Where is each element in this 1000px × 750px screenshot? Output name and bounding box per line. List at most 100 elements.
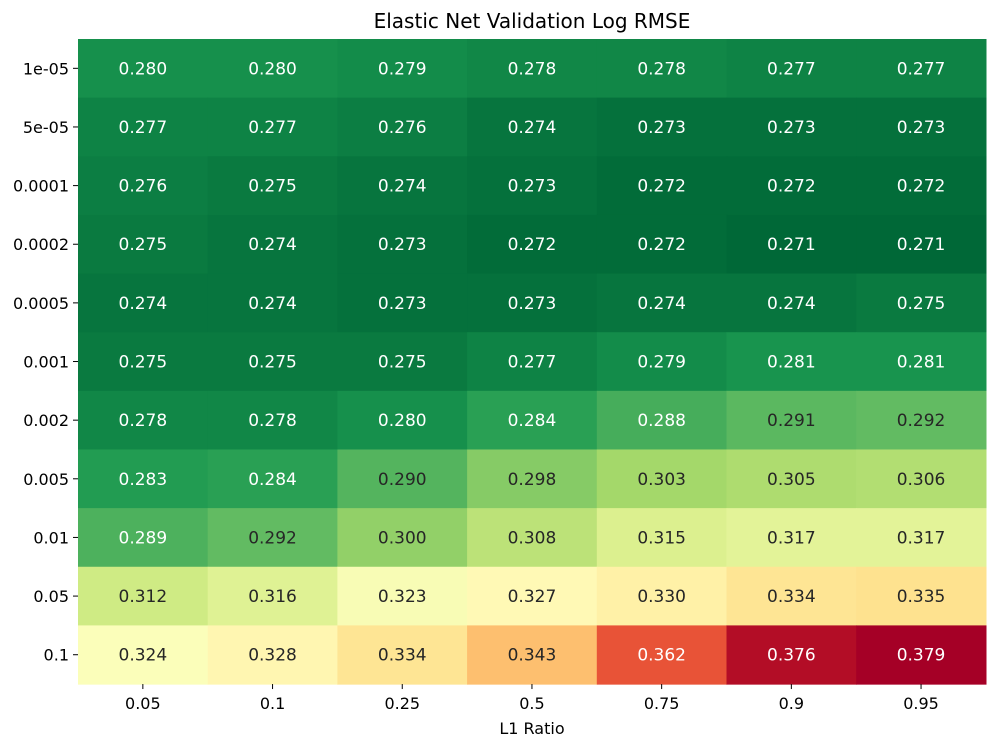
heatmap-cell	[726, 97, 857, 157]
heatmap-cell	[856, 390, 987, 451]
heatmap-cell	[856, 156, 987, 216]
cell-value-label: 0.277	[897, 59, 946, 79]
cell-value-label: 0.316	[248, 587, 297, 607]
heatmap-cell	[207, 508, 338, 568]
cell-value-label: 0.290	[378, 470, 427, 490]
cell-value-label: 0.272	[637, 177, 686, 197]
heatmap-cell	[78, 273, 209, 333]
x-tick-label: 0.75	[644, 694, 680, 713]
heatmap-cell	[207, 39, 338, 99]
cell-value-label: 0.275	[378, 353, 427, 373]
cell-value-label: 0.306	[897, 470, 946, 490]
heatmap-cell	[467, 508, 598, 568]
heatmap-cell	[207, 449, 338, 509]
heatmap-cell	[337, 449, 468, 509]
x-tick-label: 0.05	[125, 694, 161, 713]
cell-value-label: 0.277	[119, 118, 168, 138]
cell-value-label: 0.273	[508, 294, 557, 314]
y-tick-label: 0.005	[23, 470, 69, 489]
heatmap-cell	[856, 332, 987, 392]
y-tick-label: 0.001	[23, 353, 69, 372]
cell-value-label: 0.274	[508, 118, 557, 138]
cell-value-label: 0.273	[508, 177, 557, 197]
y-tick-label: 0.0001	[13, 177, 69, 196]
y-axis-ticks: 1e-05 5e-05 0.0001 0.0002 0.0005 0.001 0.002 0.…	[13, 59, 78, 665]
heatmap-cell	[467, 390, 598, 451]
x-tick-label: 0.5	[519, 694, 544, 713]
cell-value-label: 0.277	[508, 353, 557, 373]
cell-value-label: 0.273	[378, 294, 427, 314]
heatmap-cells: 0.280 0.280 0.279 0.278 0.278 0.277 0.277 0.277…	[78, 39, 987, 685]
heatmap-cell	[596, 508, 728, 568]
cell-value-label: 0.273	[637, 118, 686, 138]
y-tick-label: 5e-05	[23, 118, 69, 137]
cell-value-label: 0.278	[248, 411, 297, 431]
heatmap-cell	[467, 625, 598, 685]
cell-value-label: 0.274	[248, 235, 297, 255]
cell-value-label: 0.272	[637, 235, 686, 255]
heatmap-cell	[78, 214, 209, 275]
cell-value-label: 0.276	[378, 118, 427, 138]
cell-value-label: 0.335	[897, 587, 946, 607]
cell-value-label: 0.276	[119, 177, 168, 197]
heatmap-cell	[78, 156, 209, 216]
cell-value-label: 0.303	[637, 470, 686, 490]
heatmap-cell	[78, 39, 209, 99]
x-tick-label: 0.95	[903, 694, 939, 713]
cell-value-label: 0.284	[508, 411, 557, 431]
heatmap-cell	[78, 390, 209, 451]
heatmap-cell	[78, 566, 209, 626]
cell-value-label: 0.275	[119, 353, 168, 373]
heatmap-cell	[207, 156, 338, 216]
heatmap-cell	[337, 332, 468, 392]
cell-value-label: 0.278	[119, 411, 168, 431]
heatmap-cell	[596, 449, 728, 509]
y-tick-label: 0.0002	[13, 235, 69, 254]
cell-value-label: 0.284	[248, 470, 297, 490]
cell-value-label: 0.271	[897, 235, 946, 255]
cell-value-label: 0.362	[637, 646, 686, 666]
heatmap-cell	[856, 39, 987, 99]
cell-value-label: 0.300	[378, 528, 427, 548]
heatmap-cell	[596, 625, 728, 685]
heatmap-cell	[856, 97, 987, 157]
heatmap-cell	[78, 97, 209, 157]
heatmap-cell	[467, 214, 598, 275]
heatmap-cell	[467, 156, 598, 216]
cell-value-label: 0.279	[378, 59, 427, 79]
x-axis-ticks: 0.05 0.1 0.25 0.5 0.75 0.9 0.95	[125, 684, 939, 713]
heatmap-cell	[467, 449, 598, 509]
heatmap-cell	[467, 39, 598, 99]
cell-value-label: 0.271	[767, 235, 816, 255]
x-tick-label: 0.25	[384, 694, 420, 713]
cell-value-label: 0.376	[767, 646, 816, 666]
heatmap-cell	[856, 449, 987, 509]
heatmap-cell	[726, 214, 857, 275]
cell-value-label: 0.274	[767, 294, 816, 314]
heatmap-cell	[337, 625, 468, 685]
heatmap-cell	[856, 214, 987, 275]
cell-value-label: 0.279	[637, 353, 686, 373]
heatmap-cell	[207, 566, 338, 626]
heatmap-cell	[467, 97, 598, 157]
heatmap-cell	[726, 332, 857, 392]
cell-value-label: 0.278	[637, 59, 686, 79]
heatmap-cell	[337, 156, 468, 216]
cell-value-label: 0.273	[767, 118, 816, 138]
heatmap-cell	[596, 566, 728, 626]
cell-value-label: 0.317	[767, 528, 816, 548]
heatmap-cell	[78, 332, 209, 392]
cell-value-label: 0.272	[767, 177, 816, 197]
cell-value-label: 0.275	[248, 177, 297, 197]
heatmap-cell	[726, 566, 857, 626]
heatmap-cell	[596, 214, 728, 275]
y-tick-label: 1e-05	[23, 59, 69, 78]
x-tick-label: 0.1	[260, 694, 285, 713]
heatmap-cell	[207, 332, 338, 392]
heatmap-cell	[726, 273, 857, 333]
cell-value-label: 0.275	[119, 235, 168, 255]
heatmap-cell	[207, 390, 338, 451]
heatmap-cell	[726, 390, 857, 451]
cell-value-label: 0.274	[637, 294, 686, 314]
